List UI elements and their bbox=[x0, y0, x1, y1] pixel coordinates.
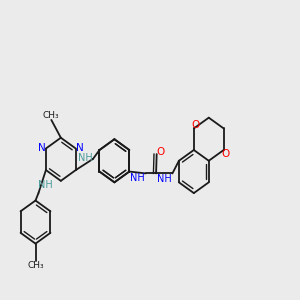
Text: O: O bbox=[191, 121, 200, 130]
Text: NH: NH bbox=[130, 173, 145, 183]
Text: O: O bbox=[221, 149, 230, 159]
Text: NH: NH bbox=[78, 153, 92, 163]
Text: CH₃: CH₃ bbox=[42, 111, 59, 120]
Text: N: N bbox=[76, 143, 83, 153]
Text: NH: NH bbox=[38, 180, 53, 190]
Text: NH: NH bbox=[157, 174, 172, 184]
Text: O: O bbox=[156, 147, 164, 157]
Text: CH₃: CH₃ bbox=[27, 261, 44, 270]
Text: N: N bbox=[38, 143, 46, 153]
